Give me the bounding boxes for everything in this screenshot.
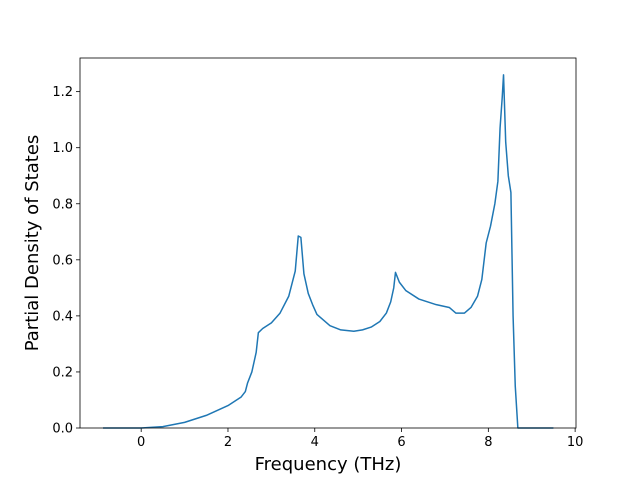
y-tick-label: 0.4 bbox=[52, 309, 73, 324]
x-tick-label: 2 bbox=[224, 435, 232, 450]
y-tick-label: 0.8 bbox=[52, 197, 73, 212]
y-tick-label: 0.6 bbox=[52, 253, 73, 268]
y-axis-label: Partial Density of States bbox=[22, 135, 43, 352]
x-tick-label: 6 bbox=[397, 435, 405, 450]
y-tick-label: 1.2 bbox=[52, 85, 73, 100]
y-tick-label: 0.2 bbox=[52, 365, 73, 380]
x-axis-label: Frequency (THz) bbox=[255, 454, 402, 475]
y-tick-label: 1.0 bbox=[52, 141, 73, 156]
x-tick-label: 8 bbox=[484, 435, 492, 450]
plot-frame bbox=[79, 57, 577, 429]
x-tick-label: 10 bbox=[567, 435, 584, 450]
x-tick-label: 4 bbox=[311, 435, 319, 450]
line bbox=[102, 74, 554, 429]
x-tick-label: 0 bbox=[137, 435, 145, 450]
y-tick-label: 0.0 bbox=[52, 422, 73, 437]
